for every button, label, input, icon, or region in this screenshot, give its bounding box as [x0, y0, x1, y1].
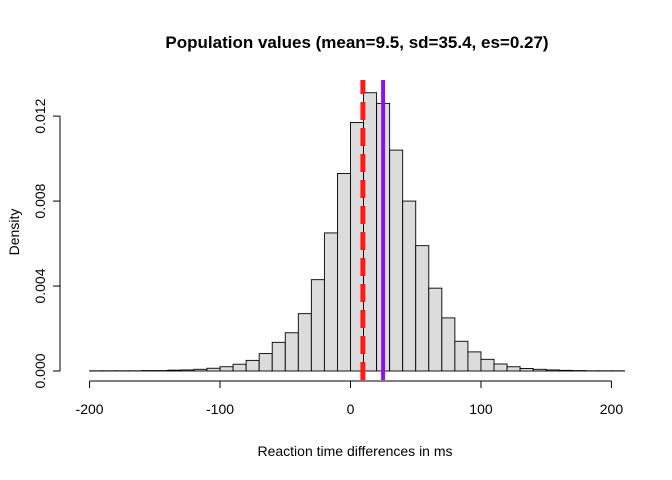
reference-lines-group	[360, 80, 386, 380]
x-tick-label: -100	[206, 401, 234, 417]
bars-group	[89, 92, 625, 372]
histogram-bar	[337, 173, 351, 372]
histogram-bar	[206, 367, 221, 372]
y-tick-label: 0.000	[32, 353, 48, 388]
histogram-bar	[519, 368, 534, 372]
y-axis: 0.000 0.004 0.008 0.012	[32, 98, 61, 389]
histogram-bar	[545, 369, 560, 372]
y-axis-label: Density	[6, 209, 22, 256]
histogram-bar	[284, 332, 299, 372]
x-tick-label: 100	[469, 401, 493, 417]
histogram-bar	[363, 92, 378, 372]
x-tick-label: 200	[600, 401, 624, 417]
histogram-bar	[441, 317, 456, 372]
histogram-bar	[402, 200, 417, 372]
histogram-bar	[310, 279, 325, 372]
histogram-bar	[271, 341, 286, 372]
histogram-bar	[323, 232, 338, 372]
histogram-bar	[219, 366, 234, 372]
histogram-bar	[506, 366, 521, 372]
histogram-bar	[467, 351, 482, 372]
histogram-bar	[232, 363, 247, 372]
histogram-bar	[558, 369, 573, 372]
histogram-bar	[389, 149, 404, 372]
histogram-bar	[167, 369, 182, 372]
histogram-bar	[193, 368, 208, 372]
y-tick-label: 0.012	[32, 98, 48, 133]
y-tick-label: 0.004	[32, 268, 48, 303]
histogram-bar	[258, 353, 273, 372]
histogram-bar	[454, 340, 469, 372]
histogram-bar	[428, 287, 443, 372]
histogram-bar	[532, 368, 547, 372]
histogram-bar	[493, 363, 508, 372]
y-tick-label: 0.008	[32, 183, 48, 218]
chart-title: Population values (mean=9.5, sd=35.4, es…	[165, 33, 548, 52]
x-axis-label: Reaction time differences in ms	[257, 443, 452, 459]
histogram-bar	[415, 245, 430, 372]
x-tick-label: -200	[76, 401, 104, 417]
x-tick-label: 0	[347, 401, 355, 417]
histogram-bar	[245, 359, 260, 372]
histogram-bar	[297, 313, 312, 372]
x-axis: -200 -100 0 100 200	[76, 380, 624, 417]
histogram-bar	[480, 358, 495, 372]
histogram-bar	[180, 369, 195, 372]
